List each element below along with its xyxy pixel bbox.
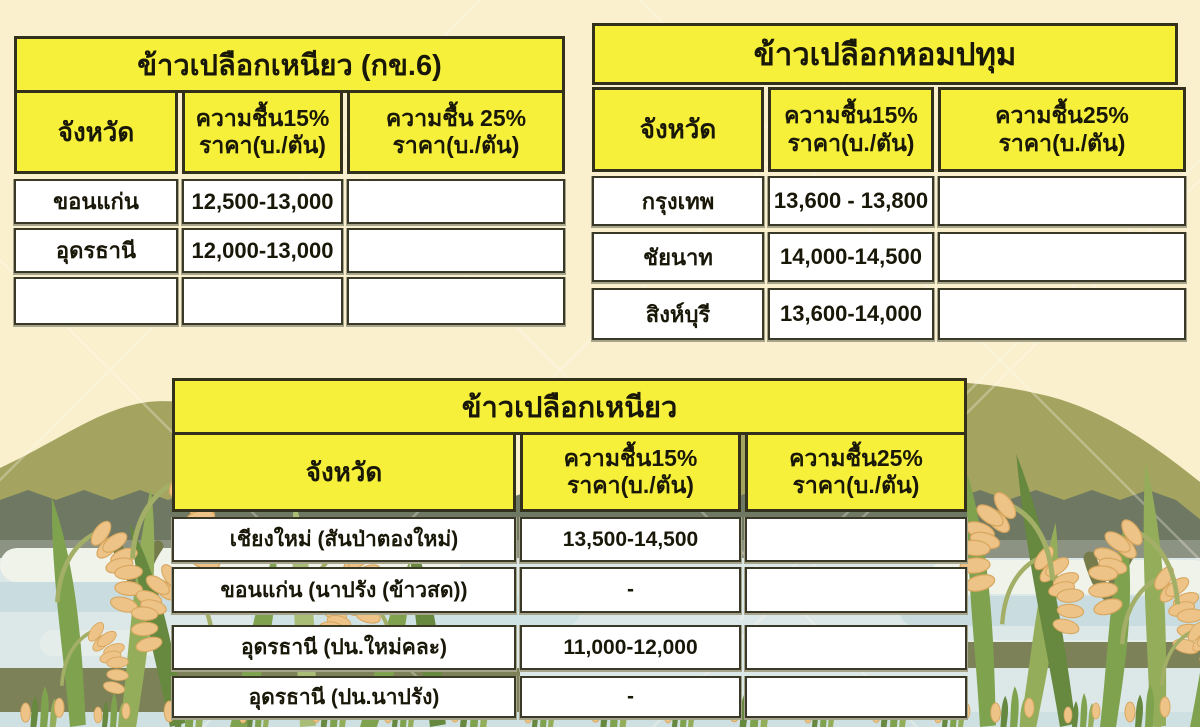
price15-cell: 13,500-14,500 bbox=[520, 517, 741, 562]
price25-cell bbox=[938, 232, 1186, 282]
col-header-moisture25: ความชื้น 25% ราคา(บ./ตัน) bbox=[347, 90, 565, 174]
table-row: ขอนแก่น 12,500-13,000 bbox=[14, 179, 565, 224]
province-cell: ชัยนาท bbox=[592, 232, 764, 282]
price25-cell bbox=[745, 676, 967, 718]
table-title: ข้าวเปลือกเหนียว bbox=[172, 378, 967, 435]
price25-cell bbox=[938, 176, 1186, 226]
province-cell: เชียงใหม่ (สันป่าตองใหม่) bbox=[172, 517, 516, 562]
price25-cell bbox=[347, 277, 565, 325]
price15-cell: 13,600-14,000 bbox=[768, 288, 934, 340]
table-row: อุดรธานี 12,000-13,000 bbox=[14, 228, 565, 273]
col-header-moisture15: ความชื้น15% ราคา(บ./ตัน) bbox=[182, 90, 343, 174]
col-header-moisture25: ความชื้น25% ราคา(บ./ตัน) bbox=[745, 432, 967, 512]
col-header-moisture25: ความชื้น25% ราคา(บ./ตัน) bbox=[938, 87, 1186, 172]
col-header-province: จังหวัด bbox=[592, 87, 764, 172]
table-row: ชัยนาท 14,000-14,500 bbox=[592, 232, 1186, 282]
table-sticky-rice: ข้าวเปลือกเหนียว จังหวัด ความชื้น15% ราค… bbox=[172, 378, 967, 718]
price25-cell bbox=[938, 288, 1186, 340]
province-cell bbox=[14, 277, 178, 325]
col-header-province: จังหวัด bbox=[14, 90, 178, 174]
price15-cell: - bbox=[520, 567, 741, 613]
province-cell: อุดรธานี (ปน.ใหม่คละ) bbox=[172, 625, 516, 670]
header-row: จังหวัด ความชื้น15% ราคา(บ./ตัน) ความชื้… bbox=[172, 432, 967, 512]
col-header-moisture15: ความชื้น15% ราคา(บ./ตัน) bbox=[520, 432, 741, 512]
price15-cell: 12,000-13,000 bbox=[182, 228, 343, 273]
header-row: จังหวัด ความชื้น15% ราคา(บ./ตัน) ความชื้… bbox=[14, 90, 565, 174]
province-cell: สิงห์บุรี bbox=[592, 288, 764, 340]
price25-cell bbox=[347, 179, 565, 224]
table-row: สิงห์บุรี 13,600-14,000 bbox=[592, 288, 1186, 340]
price15-cell: 12,500-13,000 bbox=[182, 179, 343, 224]
col-header-moisture15: ความชื้น15% ราคา(บ./ตัน) bbox=[768, 87, 934, 172]
table-row bbox=[14, 277, 565, 325]
table-row: เชียงใหม่ (สันป่าตองใหม่) 13,500-14,500 bbox=[172, 517, 967, 562]
price25-cell bbox=[745, 517, 967, 562]
price15-cell bbox=[182, 277, 343, 325]
table-sticky-rice-rd6: ข้าวเปลือกเหนียว (กข.6) จังหวัด ความชื้น… bbox=[14, 36, 565, 325]
province-cell: ขอนแก่น bbox=[14, 179, 178, 224]
table-hom-pathum: ข้าวเปลือกหอมปทุม จังหวัด ความชื้น15% รา… bbox=[592, 23, 1186, 340]
price25-cell bbox=[745, 567, 967, 613]
province-cell: อุดรธานี bbox=[14, 228, 178, 273]
province-cell: กรุงเทพ bbox=[592, 176, 764, 226]
price15-cell: 13,600 - 13,800 bbox=[768, 176, 934, 226]
table-row: อุดรธานี (ปน.ใหม่คละ) 11,000-12,000 bbox=[172, 625, 967, 670]
price25-cell bbox=[347, 228, 565, 273]
price15-cell: 14,000-14,500 bbox=[768, 232, 934, 282]
table-title: ข้าวเปลือกเหนียว (กข.6) bbox=[14, 36, 565, 93]
price15-cell: - bbox=[520, 676, 741, 718]
province-cell: ขอนแก่น (นาปรัง (ข้าวสด)) bbox=[172, 567, 516, 613]
province-cell: อุดรธานี (ปน.นาปรัง) bbox=[172, 676, 516, 718]
table-row: กรุงเทพ 13,600 - 13,800 bbox=[592, 176, 1186, 226]
header-row: จังหวัด ความชื้น15% ราคา(บ./ตัน) ความชื้… bbox=[592, 87, 1186, 172]
table-row: อุดรธานี (ปน.นาปรัง) - bbox=[172, 676, 967, 718]
table-row: ขอนแก่น (นาปรัง (ข้าวสด)) - bbox=[172, 567, 967, 613]
table-title: ข้าวเปลือกหอมปทุม bbox=[592, 23, 1178, 85]
col-header-province: จังหวัด bbox=[172, 432, 516, 512]
price15-cell: 11,000-12,000 bbox=[520, 625, 741, 670]
price25-cell bbox=[745, 625, 967, 670]
